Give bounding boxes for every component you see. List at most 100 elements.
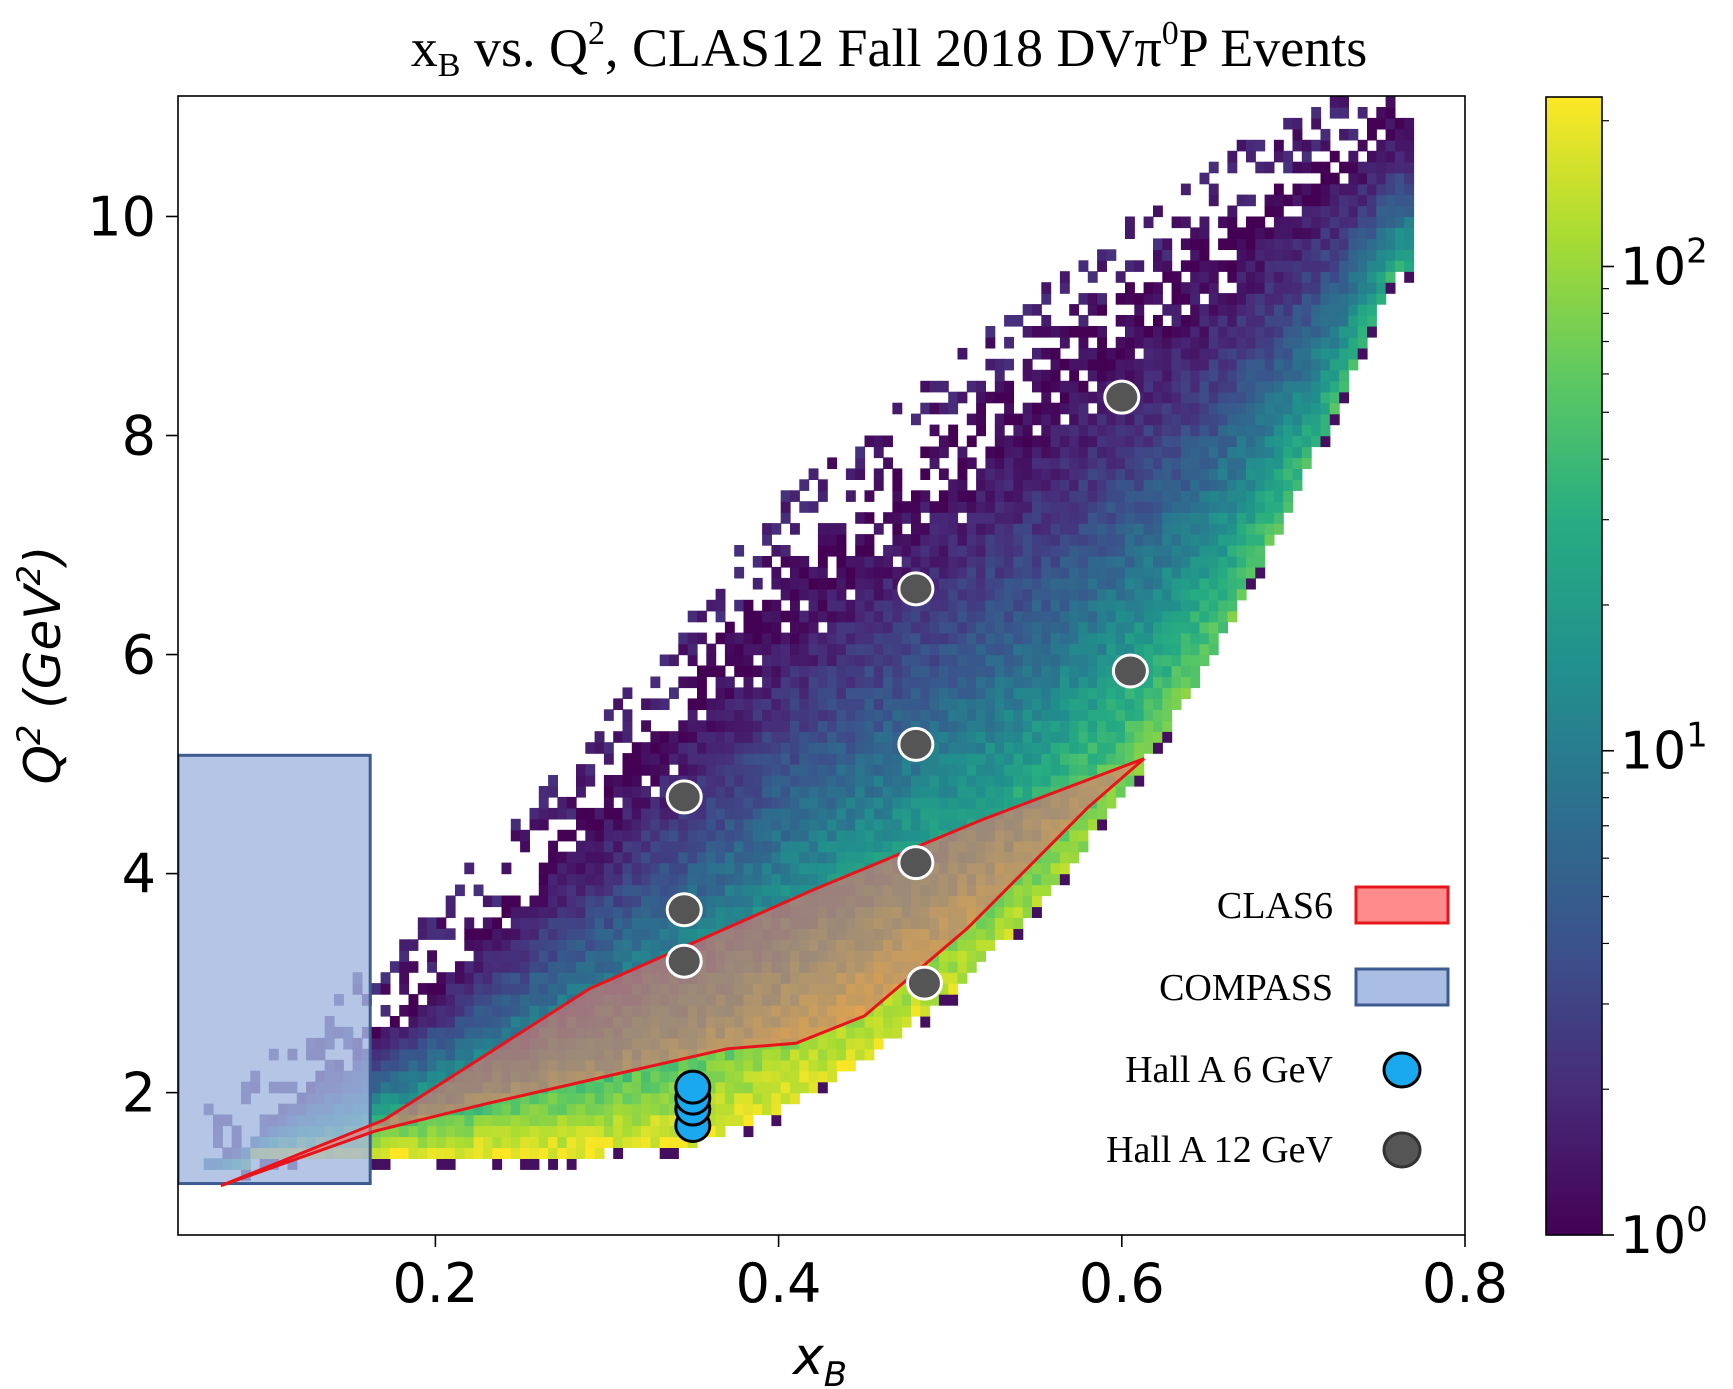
heatmap-bin bbox=[1190, 249, 1201, 261]
heatmap-bin bbox=[1171, 315, 1182, 327]
heatmap-bin bbox=[576, 1081, 586, 1094]
heatmap-bin bbox=[771, 851, 782, 864]
heatmap-bin bbox=[1264, 435, 1275, 448]
heatmap-bin bbox=[603, 829, 614, 842]
heatmap-bin bbox=[743, 895, 754, 908]
heatmap-bin bbox=[482, 961, 493, 973]
heatmap-bin bbox=[1218, 577, 1228, 590]
heatmap-bin bbox=[1162, 676, 1173, 689]
heatmap-bin bbox=[1032, 873, 1042, 886]
heatmap-bin bbox=[817, 687, 828, 699]
heatmap-bin bbox=[771, 1048, 782, 1061]
heatmap-bin bbox=[1255, 566, 1266, 579]
heatmap-bin bbox=[576, 1125, 586, 1138]
heatmap-bin bbox=[817, 566, 828, 579]
heatmap-bin bbox=[734, 709, 745, 721]
heatmap-bin bbox=[641, 928, 651, 940]
heatmap-bin bbox=[827, 610, 838, 623]
heatmap-bin bbox=[1115, 556, 1126, 568]
heatmap-bin bbox=[1180, 501, 1191, 513]
heatmap-bin bbox=[1199, 599, 1210, 612]
heatmap-bin bbox=[1050, 599, 1061, 612]
heatmap-bin bbox=[873, 775, 884, 787]
heatmap-bin bbox=[892, 676, 903, 689]
heatmap-bin bbox=[845, 577, 856, 590]
heatmap-bin bbox=[845, 599, 856, 612]
heatmap-bin bbox=[845, 610, 856, 623]
heatmap-bin bbox=[659, 775, 670, 787]
heatmap-bin bbox=[622, 939, 633, 951]
heatmap-bin bbox=[1273, 304, 1284, 316]
heatmap-bin bbox=[669, 928, 679, 940]
heatmap-bin bbox=[1041, 402, 1052, 415]
heatmap-bin bbox=[650, 698, 661, 710]
heatmap-bin bbox=[948, 775, 959, 787]
heatmap-bin bbox=[715, 1081, 726, 1094]
heatmap-bin bbox=[1097, 260, 1107, 272]
heatmap-bin bbox=[883, 742, 893, 754]
heatmap-bin bbox=[585, 1092, 596, 1105]
heatmap-bin bbox=[715, 1103, 726, 1116]
heatmap-bin bbox=[1301, 183, 1312, 196]
heatmap-bin bbox=[1115, 545, 1126, 557]
heatmap-bin bbox=[1032, 457, 1042, 469]
heatmap-bin bbox=[873, 468, 884, 480]
heatmap-bin bbox=[1283, 271, 1294, 283]
heatmap-bin bbox=[1050, 424, 1061, 437]
heatmap-bin bbox=[901, 764, 912, 776]
heatmap-bin bbox=[762, 1103, 772, 1116]
heatmap-bin bbox=[957, 347, 968, 360]
heatmap-bin bbox=[1097, 731, 1107, 743]
heatmap-bin bbox=[1106, 534, 1117, 546]
heatmap-bin bbox=[1208, 588, 1219, 601]
heatmap-bin bbox=[1311, 369, 1322, 382]
heatmap-bin bbox=[1180, 632, 1191, 645]
heatmap-bin bbox=[808, 566, 819, 579]
heatmap-bin bbox=[1004, 709, 1014, 721]
heatmap-bin bbox=[1236, 326, 1247, 338]
heatmap-bin bbox=[1013, 786, 1024, 798]
heatmap-bin bbox=[1320, 271, 1331, 283]
heatmap-bin bbox=[408, 1070, 419, 1083]
heatmap-bin bbox=[501, 1005, 512, 1017]
heatmap-bin bbox=[957, 468, 968, 480]
heatmap-bin bbox=[557, 807, 568, 820]
heatmap-bin bbox=[799, 654, 810, 667]
heatmap-bin bbox=[1059, 862, 1070, 875]
y-tick-label: 6 bbox=[122, 624, 156, 687]
heatmap-bin bbox=[399, 972, 410, 984]
heatmap-bin bbox=[920, 698, 931, 710]
heatmap-bin bbox=[566, 1136, 577, 1148]
heatmap-bin bbox=[780, 556, 791, 568]
heatmap-bin bbox=[492, 1026, 503, 1039]
heatmap-bin bbox=[520, 961, 530, 973]
heatmap-bin bbox=[948, 523, 959, 535]
heatmap-bin bbox=[1236, 490, 1247, 502]
heatmap-bin bbox=[1273, 194, 1284, 207]
heatmap-bin bbox=[1050, 610, 1061, 623]
heatmap-bin bbox=[808, 632, 819, 645]
heatmap-bin bbox=[1153, 238, 1163, 250]
heatmap-bin bbox=[1050, 632, 1061, 645]
heatmap-bin bbox=[1329, 227, 1340, 239]
heatmap-bin bbox=[1153, 556, 1163, 568]
heatmap-bin bbox=[622, 796, 633, 809]
heatmap-bin bbox=[520, 983, 530, 995]
heatmap-bin bbox=[1041, 424, 1052, 437]
heatmap-bin bbox=[892, 698, 903, 710]
heatmap-bin bbox=[873, 632, 884, 645]
heatmap-bin bbox=[1059, 358, 1070, 371]
heatmap-bin bbox=[1143, 588, 1154, 601]
heatmap-bin bbox=[669, 1059, 679, 1072]
heatmap-bin bbox=[771, 654, 782, 667]
heatmap-bin bbox=[1004, 753, 1014, 765]
heatmap-bin bbox=[1059, 534, 1070, 546]
heatmap-bin bbox=[631, 873, 642, 886]
heatmap-bin bbox=[1311, 413, 1322, 426]
heatmap-bin bbox=[631, 796, 642, 809]
heatmap-bin bbox=[901, 665, 912, 678]
heatmap-bin bbox=[445, 972, 456, 984]
heatmap-bin bbox=[1041, 566, 1052, 579]
heatmap-bin bbox=[845, 840, 856, 853]
heatmap-bin bbox=[389, 1059, 400, 1072]
